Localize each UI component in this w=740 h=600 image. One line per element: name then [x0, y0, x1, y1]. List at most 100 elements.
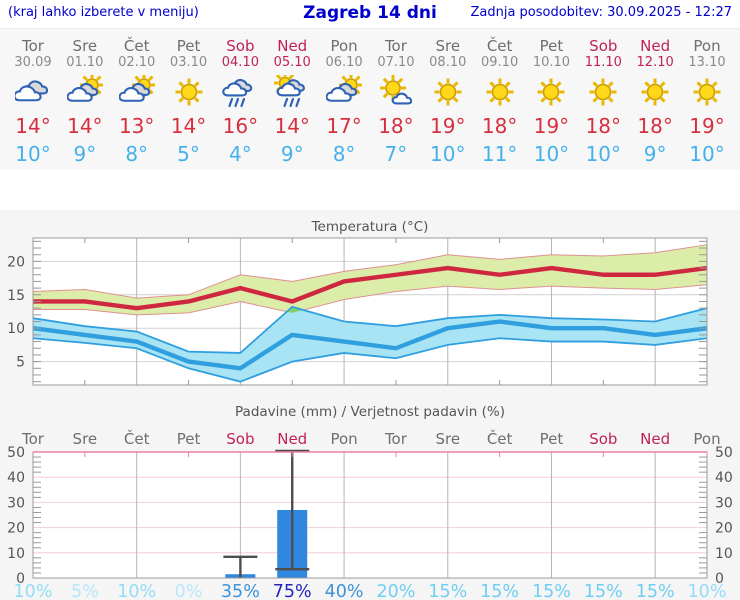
- high-temp-label: 16°: [222, 114, 259, 138]
- precip-y-axis-label-left: 10: [7, 546, 25, 562]
- precip-probability-label: 15%: [480, 582, 519, 600]
- low-temp-label: 10°: [689, 142, 725, 166]
- precip-day-label: Pet: [540, 430, 564, 448]
- temp-y-axis-label: 5: [16, 355, 25, 371]
- precip-probability-label: 0%: [175, 582, 203, 600]
- day-date-label: 06.10: [325, 55, 363, 70]
- low-temp-label: 9°: [280, 142, 304, 166]
- menu-hint-text: (kraj lahko izberete v meniju): [8, 5, 199, 20]
- day-name-label: Pon: [330, 37, 358, 55]
- low-temp-label: 10°: [15, 142, 51, 166]
- sunny-icon: [641, 78, 669, 106]
- day-name-label: Tor: [22, 37, 44, 55]
- high-temp-label: 18°: [637, 114, 673, 138]
- sunny-icon: [693, 78, 721, 106]
- high-temp-label: 13°: [118, 114, 155, 138]
- partly-cloudy-icon: [326, 75, 363, 102]
- max-temp-line: [33, 265, 708, 311]
- precip-y-axis-label-left: 50: [7, 445, 25, 461]
- day-date-label: 11.10: [584, 55, 622, 70]
- precip-probability-label: 15%: [636, 582, 675, 600]
- min-temp-line: [32, 319, 708, 371]
- precip-day-label: Pet: [177, 430, 201, 448]
- high-temp-label: 14°: [170, 114, 207, 138]
- mostly-sunny-icon: [379, 75, 413, 105]
- day-name-label: Sre: [72, 37, 98, 55]
- precipitation-chart-title: Padavine (mm) / Verjetnost padavin (%): [235, 404, 505, 420]
- day-date-label: 12.10: [636, 55, 674, 70]
- day-name-label: Pon: [693, 37, 721, 55]
- precip-probability-label: 15%: [532, 582, 571, 600]
- precip-probability-label: 10%: [14, 582, 53, 600]
- low-temp-label: 7°: [384, 142, 408, 166]
- precip-y-axis-label-right: 0: [715, 571, 724, 587]
- precip-probability-label: 10%: [117, 582, 156, 600]
- day-date-label: 30.09: [14, 55, 52, 70]
- high-temp-label: 19°: [689, 114, 725, 138]
- precip-day-label: Sre: [73, 430, 98, 448]
- low-temp-label: 11°: [481, 142, 518, 166]
- precip-y-axis-label-left: 0: [16, 571, 25, 587]
- page-title: Zagreb 14 dni: [303, 3, 437, 23]
- day-date-label: 03.10: [169, 55, 208, 70]
- sun-shower-icon: [274, 75, 306, 108]
- day-date-label: 13.10: [688, 55, 726, 70]
- low-temp-label: 4°: [229, 142, 252, 166]
- low-temp-label: 8°: [332, 142, 356, 166]
- sunny-icon: [175, 78, 203, 106]
- precip-day-label: Sob: [589, 430, 617, 448]
- precip-probability-label: 15%: [584, 582, 623, 600]
- partly-cloudy-icon: [118, 75, 155, 102]
- precip-y-axis-label-right: 40: [715, 470, 733, 486]
- precip-y-axis-label-right: 10: [715, 546, 733, 562]
- temp-y-axis-label: 10: [7, 321, 25, 337]
- temperature-chart-title: Temperatura (°C): [311, 219, 429, 235]
- precip-y-axis-label-left: 40: [7, 470, 25, 486]
- forecast-strip: Tor 30.09 14° 10° Sre 01.10 14° 9° Čet 02.10 13° 8°…: [0, 28, 740, 170]
- precip-probability-label: 5%: [71, 582, 99, 600]
- precip-probability-label: 20%: [376, 582, 415, 600]
- day-name-label: Pet: [176, 37, 201, 55]
- sunny-icon: [589, 78, 617, 106]
- sunny-icon: [486, 78, 514, 106]
- rain-icon: [222, 78, 253, 108]
- precip-day-label: Čet: [487, 429, 513, 448]
- day-date-label: 08.10: [429, 55, 467, 70]
- day-date-label: 01.10: [66, 55, 104, 70]
- low-temp-label: 10°: [533, 142, 570, 166]
- cloudy-icon: [15, 80, 49, 102]
- high-temp-label: 18°: [378, 114, 414, 138]
- high-temp-label: 17°: [326, 114, 362, 138]
- precip-day-label: Pon: [693, 430, 720, 448]
- day-date-label: 04.10: [221, 55, 259, 70]
- precip-y-axis-label-right: 50: [715, 445, 733, 461]
- high-temp-label: 14°: [67, 114, 103, 138]
- day-name-label: Sob: [589, 37, 618, 55]
- high-temp-label: 18°: [481, 114, 518, 138]
- precip-day-label: Pon: [330, 430, 357, 448]
- low-temp-label: 9°: [73, 142, 97, 166]
- page-header: (kraj lahko izberete v meniju) Zagreb 14…: [0, 0, 740, 28]
- low-temp-label: 9°: [643, 142, 667, 166]
- precip-y-axis-label-right: 20: [715, 521, 733, 537]
- sunny-icon: [537, 78, 565, 106]
- precip-probability-label: 35%: [221, 582, 260, 600]
- high-temp-label: 14°: [15, 114, 51, 138]
- day-date-label: 05.10: [273, 55, 311, 70]
- precip-y-axis-label-right: 30: [715, 495, 733, 511]
- low-temp-label: 5°: [177, 142, 200, 166]
- low-temp-label: 8°: [125, 142, 149, 166]
- temperature-chart: 5 10 15 20: [7, 237, 708, 386]
- last-update-text: Zadnja posodobitev: 30.09.2025 - 12:27: [470, 5, 732, 20]
- precip-day-label: Sob: [226, 430, 254, 448]
- precip-day-label: Ned: [277, 430, 307, 448]
- precip-day-label: Tor: [21, 430, 45, 448]
- precip-day-label: Tor: [384, 430, 408, 448]
- temp-y-axis-label: 15: [7, 288, 25, 304]
- partly-cloudy-icon: [66, 75, 103, 102]
- day-date-label: 07.10: [377, 55, 415, 70]
- day-name-label: Čet: [486, 37, 513, 55]
- day-date-label: 10.10: [532, 55, 571, 70]
